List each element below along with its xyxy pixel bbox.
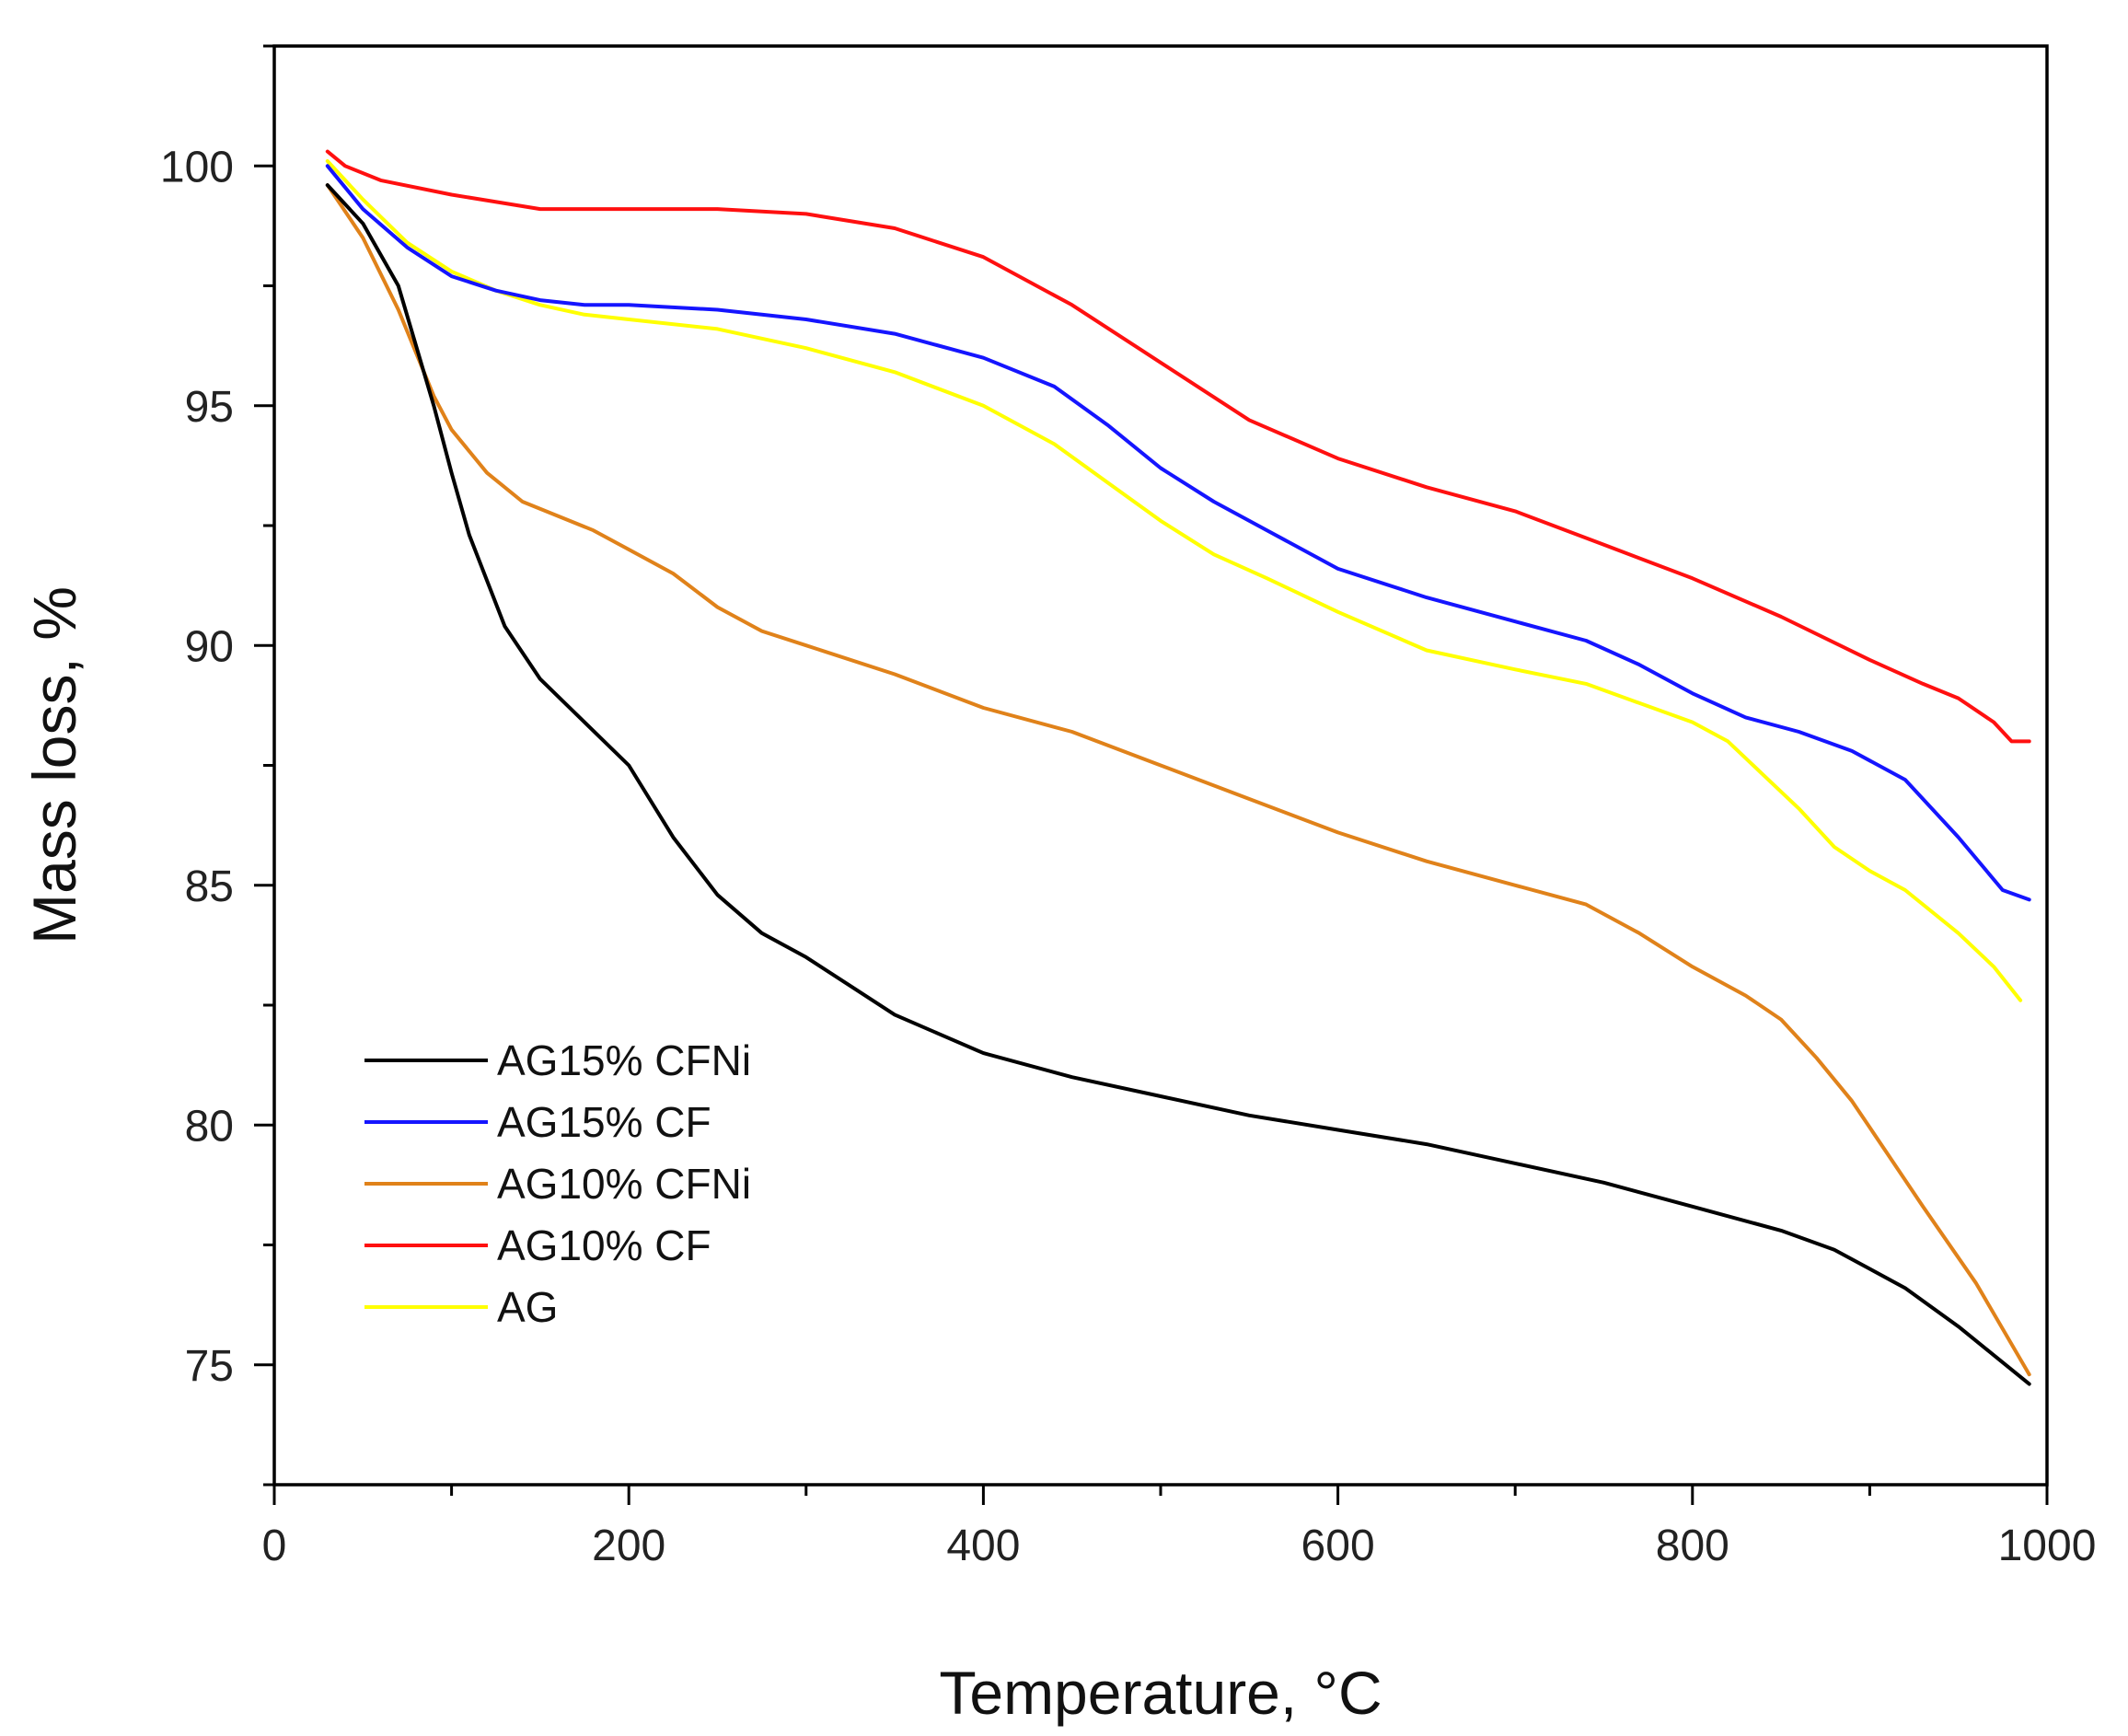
series-layer [325,149,2031,1386]
legend-label: AG15% CF [497,1098,711,1146]
y-tick-label: 80 [185,1102,234,1151]
x-tick-label: 1000 [1998,1522,2097,1570]
legend-label: AG10% CF [497,1221,711,1269]
series-line-ag10-cf [325,149,2031,744]
x-tick-label: 200 [592,1522,665,1570]
x-tick-label: 800 [1656,1522,1729,1570]
x-tick-label: 0 [262,1522,287,1570]
x-axis-label: Temperature, °C [939,1659,1382,1727]
series-line-ag [325,159,2023,1002]
legend-label: AG10% CFNi [497,1160,751,1208]
legend: AG15% CFNi AG15% CF AG10% CFNi AG10% CF AG [364,1036,751,1331]
y-tick-label: 75 [185,1342,234,1391]
series-line-ag15-cfni [325,183,2031,1386]
y-axis-label: Mass loss, % [20,586,88,944]
legend-label: AG15% CFNi [497,1036,751,1084]
axis-ticks [254,44,2049,1505]
y-tick-label: 90 [185,622,234,671]
y-tick-label: 85 [185,862,234,911]
tick-labels: 0 200 400 600 800 1000 75 80 85 90 95 100 [160,143,2096,1570]
series-line-ag15-cf [325,164,2031,902]
plot-frame [272,44,2049,1487]
y-tick-label: 100 [160,143,234,191]
series-line-ag10-cfni [325,183,2031,1377]
x-tick-label: 400 [946,1522,1020,1570]
legend-label: AG [497,1283,558,1331]
y-tick-label: 95 [185,383,234,432]
x-tick-label: 600 [1301,1522,1375,1570]
